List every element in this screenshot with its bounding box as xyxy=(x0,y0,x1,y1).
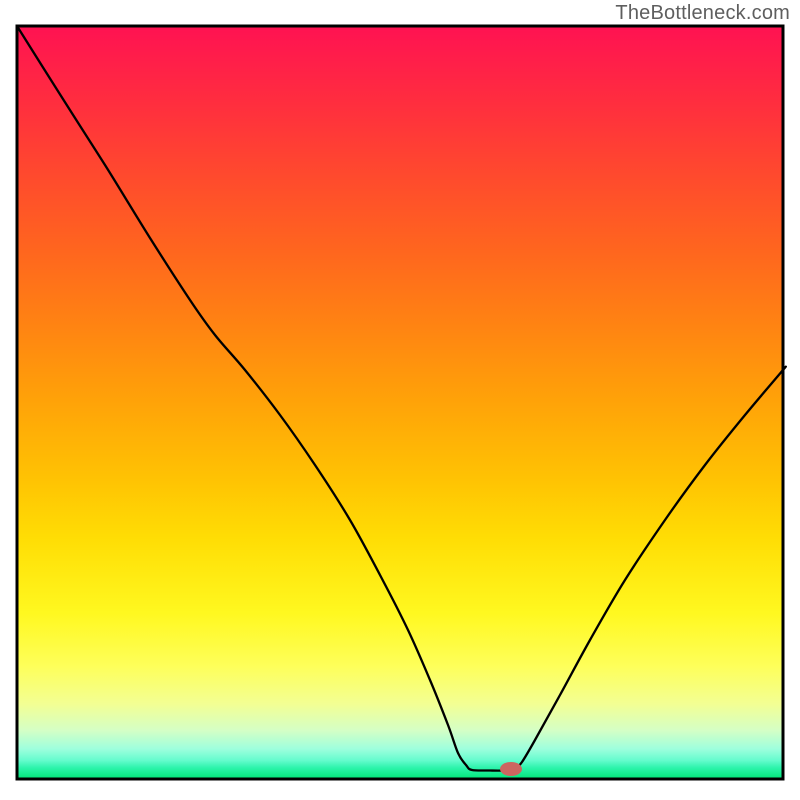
chart-container: TheBottleneck.com xyxy=(0,0,800,800)
gradient-background xyxy=(17,26,783,779)
bottleneck-chart xyxy=(0,0,800,800)
watermark-text: TheBottleneck.com xyxy=(615,2,790,25)
optimal-marker xyxy=(500,762,522,776)
